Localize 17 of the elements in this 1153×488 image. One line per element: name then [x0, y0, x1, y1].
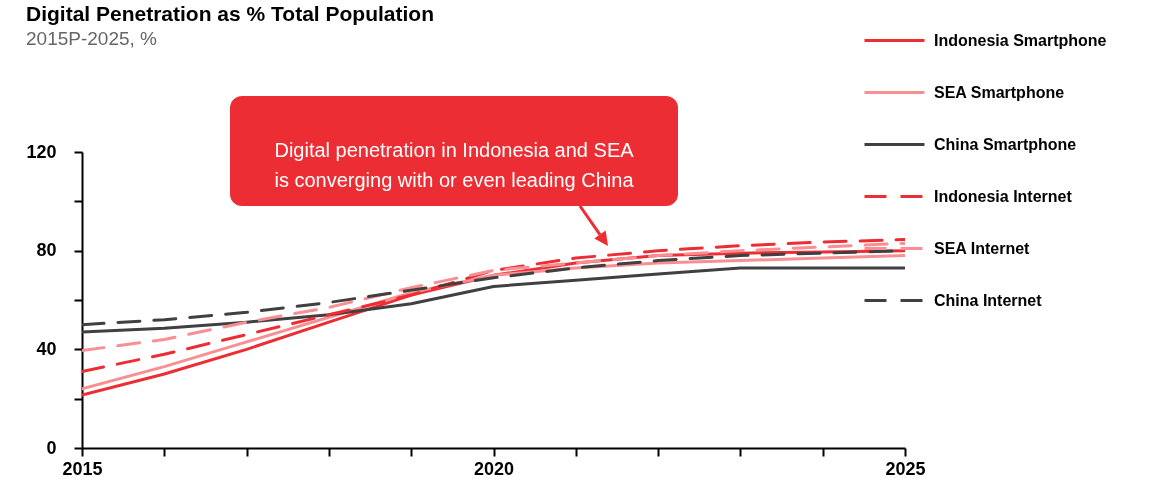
x-tick-label: 2025: [885, 458, 926, 479]
y-tick-label: 0: [46, 437, 57, 458]
y-tick-label: 40: [36, 338, 57, 359]
x-tick-label: 2020: [473, 458, 515, 479]
legend-label: SEA Smartphone: [934, 83, 1065, 101]
chart-title: Digital Penetration as % Total Population: [26, 2, 434, 25]
chart-subtitle: 2015P-2025, %: [26, 28, 158, 49]
annotation: Digital penetration in Indonesia and SEA is converging with or even leading China: [274, 139, 635, 191]
line-series: [82, 266, 905, 334]
legend-label: Indonesia Smartphone: [934, 31, 1107, 49]
legend-label: SEA Internet: [934, 239, 1031, 257]
x-tick-label: 2015: [62, 458, 103, 479]
legend-label: Indonesia Internet: [934, 187, 1073, 205]
y-tick-label: 120: [26, 141, 57, 162]
legend-label: China Smartphone: [934, 135, 1077, 153]
y-tick-label: 80: [36, 240, 57, 261]
legend-label: China Internet: [934, 291, 1043, 309]
